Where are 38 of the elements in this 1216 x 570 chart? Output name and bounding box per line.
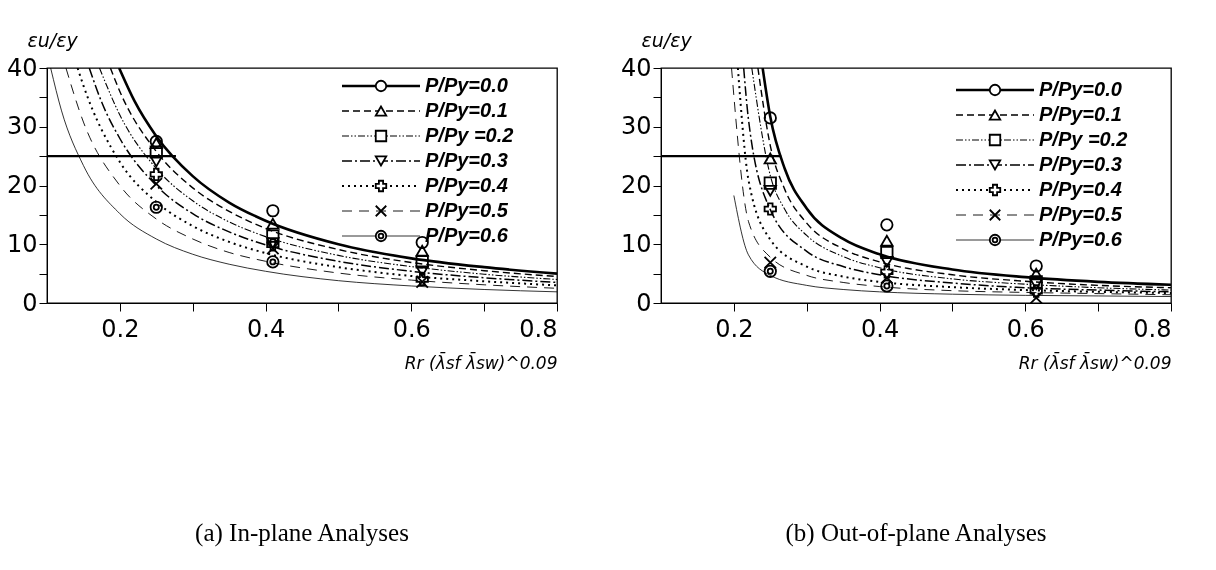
legend-label: P/Py=0.3 — [425, 149, 508, 171]
legend-label: P/Py=0.0 — [1039, 78, 1122, 100]
legend-label: P/Py =0.2 — [425, 124, 514, 146]
x-tick-label: 0.4 — [860, 314, 900, 343]
legend-label: P/Py=0.5 — [425, 199, 509, 221]
y-tick-label: 0 — [636, 288, 652, 317]
y-tick-label: 0 — [22, 288, 38, 317]
legend-label: P/Py=0.1 — [1039, 103, 1122, 125]
y-tick-label: 20 — [620, 171, 652, 199]
text: (b) Out-of-plane Analyses — [785, 519, 1047, 547]
legend-label: P/Py=0.3 — [1039, 153, 1122, 175]
legend-label: P/Py=0.4 — [1039, 178, 1122, 200]
x-tick-label: 0.8 — [519, 314, 558, 343]
legend-label: P/Py=0.1 — [425, 99, 508, 121]
y-axis-title: εu/εy — [27, 28, 79, 51]
x-tick-label: 0.6 — [392, 314, 431, 343]
y-tick-label: 20 — [6, 171, 38, 199]
legend-label: P/Py=0.4 — [425, 174, 508, 196]
y-axis-title: εu/εy — [641, 28, 693, 51]
legend-label: P/Py=0.6 — [1039, 228, 1123, 250]
y-tick-label: 10 — [620, 229, 652, 258]
legend-label: P/Py =0.2 — [1039, 128, 1128, 150]
x-tick-label: 0.6 — [1006, 314, 1045, 343]
x-tick-label: 0.4 — [246, 314, 286, 343]
y-tick-label: 40 — [6, 53, 38, 82]
text: (a) In-plane Analyses — [195, 519, 409, 547]
x-tick-label: 0.2 — [715, 314, 754, 343]
legend-label: P/Py=0.5 — [1039, 203, 1123, 225]
y-tick-label: 10 — [6, 229, 38, 258]
x-axis-title: Rr (λ̄sf λ̄sw)^0.09 — [1018, 351, 1172, 373]
legend-label: P/Py=0.0 — [425, 74, 508, 96]
x-tick-label: 0.8 — [1133, 314, 1172, 343]
y-tick-label: 30 — [620, 112, 652, 141]
x-axis-title: Rr (λ̄sf λ̄sw)^0.09 — [404, 351, 558, 373]
x-tick-label: 0.2 — [101, 314, 140, 343]
y-tick-label: 30 — [6, 112, 38, 141]
legend-label: P/Py=0.6 — [425, 224, 509, 246]
y-tick-label: 40 — [620, 53, 652, 82]
